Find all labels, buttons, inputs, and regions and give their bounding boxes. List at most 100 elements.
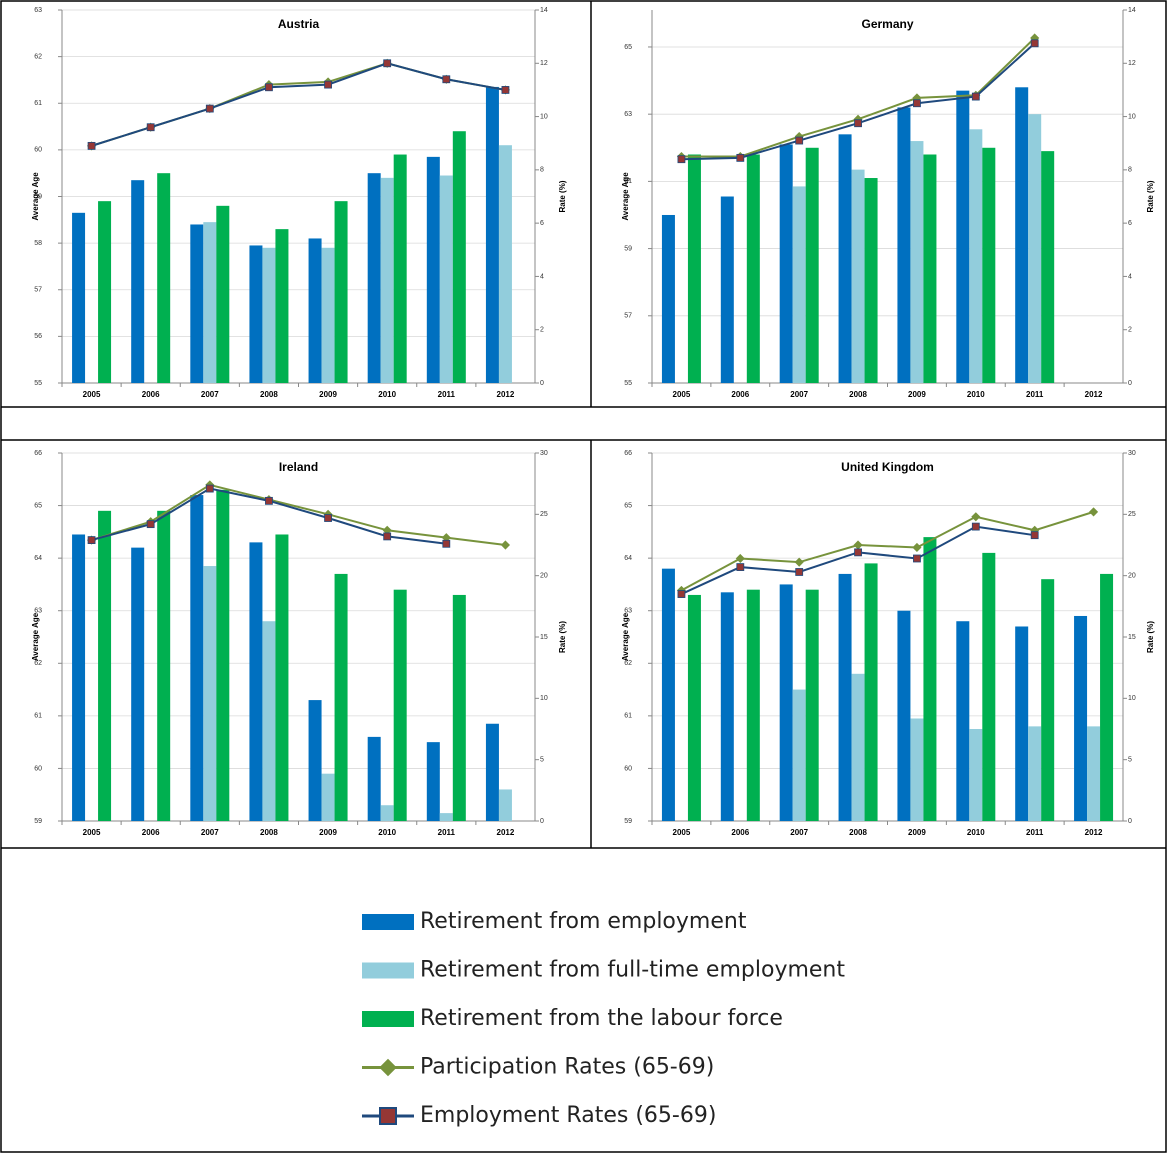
y-tick-label: 62 [34, 53, 42, 60]
bar [838, 134, 852, 383]
line-marker [383, 59, 392, 68]
line-marker [500, 540, 511, 550]
line-marker [854, 119, 862, 128]
bar [864, 563, 878, 821]
bar [851, 169, 865, 383]
bar [72, 534, 86, 821]
bar [334, 201, 348, 383]
y2-tick-label: 12 [540, 60, 548, 67]
legend-label: Retirement from full-time employment [420, 958, 845, 983]
x-tick-label: 2009 [908, 390, 926, 399]
chart: 59 60 61 62 63 64 65 66 0 5 10 15 20 25 30 Ireland Avera… [31, 450, 567, 837]
legend-swatch [362, 962, 414, 979]
bar [380, 805, 394, 821]
line-marker [205, 484, 214, 493]
line-marker [265, 83, 273, 92]
line-marker [324, 80, 332, 89]
bar [216, 489, 230, 821]
y-tick-label: 61 [34, 100, 42, 107]
legend-marker [379, 1058, 397, 1077]
legend: Retirement from employment Retirement fro… [362, 909, 845, 1128]
y-tick-label: 65 [624, 502, 632, 509]
x-tick-label: 2010 [378, 390, 396, 399]
x-tick-label: 2006 [142, 828, 160, 837]
x-tick-label: 2010 [967, 828, 985, 837]
bar [805, 589, 819, 821]
bar [249, 245, 263, 383]
x-tick-label: 2011 [1026, 390, 1044, 399]
bar [321, 773, 335, 821]
chart-title: Ireland [279, 460, 318, 474]
x-tick-label: 2007 [790, 390, 808, 399]
chart: 55 57 59 61 63 65 0 2 4 6 8 10 12 14 Germany Average Ag… [621, 7, 1155, 399]
x-tick-label: 2011 [438, 390, 456, 399]
x-tick-label: 2012 [497, 828, 515, 837]
y-axis-title: Average Age [621, 612, 630, 661]
line [91, 483, 506, 546]
bar [956, 90, 970, 383]
bar [203, 222, 217, 383]
line-marker [794, 557, 804, 567]
y2-tick-label: 4 [1128, 273, 1132, 280]
bar [746, 589, 760, 821]
y2-tick-label: 15 [1128, 634, 1136, 641]
x-tick-label: 2005 [83, 390, 101, 399]
bar [910, 141, 924, 383]
y-tick-label: 60 [34, 147, 42, 154]
y-tick-label: 57 [624, 313, 632, 320]
x-tick-label: 2006 [142, 390, 160, 399]
line-marker [87, 141, 96, 150]
bar [661, 214, 675, 383]
line-marker [442, 75, 451, 84]
y-tick-label: 63 [34, 7, 42, 14]
line-marker [265, 496, 273, 505]
line-marker [146, 123, 155, 132]
line-marker [854, 548, 862, 557]
line-marker [87, 536, 96, 544]
bar [779, 584, 793, 821]
bar [897, 107, 911, 384]
y2-tick-label: 2 [540, 327, 544, 334]
x-tick-label: 2005 [673, 390, 691, 399]
line-marker [913, 554, 921, 563]
line-marker [442, 539, 451, 548]
y2-tick-label: 20 [540, 573, 548, 580]
bar [334, 573, 348, 821]
bar [157, 173, 171, 383]
bar [746, 154, 760, 383]
x-tick-label: 2012 [497, 390, 515, 399]
line-marker [971, 92, 980, 101]
y-tick-label: 63 [624, 608, 632, 615]
legend-marker [379, 1107, 397, 1125]
bar [1028, 726, 1042, 821]
y-tick-label: 64 [624, 555, 632, 562]
bar [687, 154, 701, 383]
y-tick-label: 65 [624, 44, 632, 51]
y-tick-label: 61 [34, 713, 42, 720]
chart-title: Germany [861, 17, 913, 31]
line-marker [501, 86, 510, 94]
y2-tick-label: 25 [540, 511, 548, 518]
bar [367, 173, 381, 383]
y2-tick-label: 6 [1128, 220, 1132, 227]
bar [190, 224, 204, 383]
y2-tick-label: 14 [1128, 7, 1136, 14]
line-marker [1030, 531, 1039, 540]
y2-tick-label: 10 [540, 695, 548, 702]
y2-tick-label: 30 [540, 450, 548, 457]
bar [72, 212, 86, 383]
bar [203, 566, 217, 821]
y-tick-label: 62 [624, 660, 632, 667]
y2-axis-title: Rate (%) [1146, 180, 1155, 212]
y2-tick-label: 4 [540, 273, 544, 280]
bar [393, 154, 407, 383]
x-tick-label: 2005 [673, 828, 691, 837]
bar [262, 621, 276, 821]
x-tick-label: 2008 [260, 828, 278, 837]
bar [157, 510, 171, 821]
y2-tick-label: 10 [540, 113, 548, 120]
bar [779, 144, 793, 383]
y-tick-label: 61 [624, 178, 632, 185]
bar [956, 621, 970, 821]
